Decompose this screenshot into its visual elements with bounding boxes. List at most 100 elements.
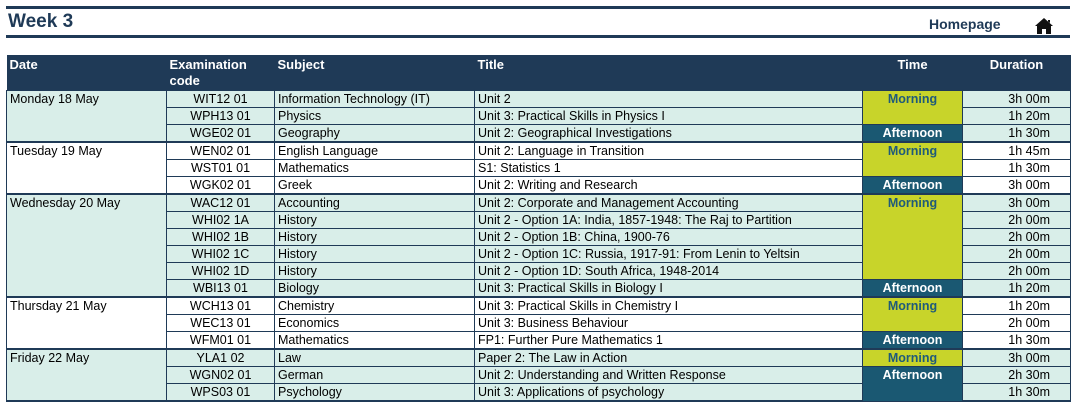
exam-timetable: Date Examination code Subject Title Time …: [6, 55, 1071, 402]
subject: History: [274, 245, 475, 263]
duration: 2h 00m: [962, 228, 1071, 246]
page-title: Week 3: [8, 11, 74, 32]
exam-title: S1: Statistics 1: [474, 159, 863, 177]
duration: 1h 30m: [962, 383, 1071, 402]
exam-code: WHI02 1D: [166, 262, 275, 280]
exam-code: WGE02 01: [166, 124, 275, 143]
exam-code: WCH13 01: [166, 296, 275, 315]
timetable-body: Monday 18 May WIT12 01 Information Techn…: [6, 90, 1071, 402]
subject: Mathematics: [274, 159, 475, 177]
duration: 3h 00m: [962, 176, 1071, 195]
column-header-time: Time: [862, 55, 963, 91]
exam-title: Unit 2: [474, 90, 863, 108]
subject: English Language: [274, 141, 475, 160]
exam-code: WHI02 1C: [166, 245, 275, 263]
duration: 3h 00m: [962, 193, 1071, 212]
exam-code: YLA1 02: [166, 348, 275, 367]
duration: 1h 30m: [962, 124, 1071, 143]
exam-code: WEC13 01: [166, 314, 275, 332]
subject: Psychology: [274, 383, 475, 402]
exam-code: WGN02 01: [166, 366, 275, 384]
duration: 1h 20m: [962, 279, 1071, 298]
column-header-title: Title: [474, 55, 863, 91]
session-afternoon: Afternoon: [862, 331, 963, 350]
duration: 2h 00m: [962, 211, 1071, 229]
duration: 2h 30m: [962, 366, 1071, 384]
column-header-exam-code: Examination code: [166, 55, 275, 91]
subject: History: [274, 262, 475, 280]
exam-title: Unit 3: Applications of psychology: [474, 383, 863, 402]
exam-title: Unit 3: Practical Skills in Biology I: [474, 279, 863, 298]
top-rule: [6, 6, 1070, 9]
duration: 1h 20m: [962, 107, 1071, 125]
duration: 3h 00m: [962, 90, 1071, 108]
header-rule: [6, 35, 1070, 38]
day-date: Wednesday 20 May: [6, 193, 167, 298]
duration: 2h 00m: [962, 262, 1071, 280]
table-header-row: Date Examination code Subject Title Time …: [6, 55, 1071, 91]
exam-code-header-line1: Examination: [169, 57, 247, 72]
exam-title: Unit 2 - Option 1B: China, 1900-76: [474, 228, 863, 246]
subject: History: [274, 211, 475, 229]
exam-title: Unit 2 - Option 1A: India, 1857-1948: Th…: [474, 211, 863, 229]
exam-title: Paper 2: The Law in Action: [474, 348, 863, 367]
duration: 1h 30m: [962, 331, 1071, 350]
subject: Physics: [274, 107, 475, 125]
session-morning: Morning: [862, 296, 963, 332]
exam-title: Unit 2 - Option 1D: South Africa, 1948-2…: [474, 262, 863, 280]
subject: Greek: [274, 176, 475, 195]
day-date: Tuesday 19 May: [6, 141, 167, 195]
session-afternoon: Afternoon: [862, 279, 963, 298]
subject: Mathematics: [274, 331, 475, 350]
exam-code: WGK02 01: [166, 176, 275, 195]
home-icon[interactable]: [1034, 17, 1054, 35]
exam-title: Unit 2 - Option 1C: Russia, 1917-91: Fro…: [474, 245, 863, 263]
subject: Accounting: [274, 193, 475, 212]
day-date: Friday 22 May: [6, 348, 167, 402]
subject: Economics: [274, 314, 475, 332]
subject: Law: [274, 348, 475, 367]
exam-title: Unit 2: Writing and Research: [474, 176, 863, 195]
exam-code: WHI02 1B: [166, 228, 275, 246]
exam-code: WFM01 01: [166, 331, 275, 350]
session-morning: Morning: [862, 348, 963, 367]
duration: 3h 00m: [962, 348, 1071, 367]
duration: 1h 20m: [962, 296, 1071, 315]
exam-code: WPS03 01: [166, 383, 275, 402]
exam-title: Unit 3: Practical Skills in Physics I: [474, 107, 863, 125]
session-afternoon: Afternoon: [862, 366, 963, 402]
subject: Biology: [274, 279, 475, 298]
exam-code: WBI13 01: [166, 279, 275, 298]
duration: 1h 45m: [962, 141, 1071, 160]
exam-title: Unit 2: Understanding and Written Respon…: [474, 366, 863, 384]
exam-code: WEN02 01: [166, 141, 275, 160]
homepage-link[interactable]: Homepage: [929, 16, 1001, 32]
subject: Information Technology (IT): [274, 90, 475, 108]
column-header-duration: Duration: [962, 55, 1071, 91]
duration: 2h 00m: [962, 314, 1071, 332]
session-morning: Morning: [862, 141, 963, 177]
exam-title: Unit 3: Business Behaviour: [474, 314, 863, 332]
exam-code: WHI02 1A: [166, 211, 275, 229]
session-afternoon: Afternoon: [862, 124, 963, 143]
session-morning: Morning: [862, 90, 963, 125]
exam-code: WPH13 01: [166, 107, 275, 125]
subject: Chemistry: [274, 296, 475, 315]
subject: Geography: [274, 124, 475, 143]
column-header-subject: Subject: [274, 55, 475, 91]
duration: 2h 00m: [962, 245, 1071, 263]
exam-title: FP1: Further Pure Mathematics 1: [474, 331, 863, 350]
exam-code: WST01 01: [166, 159, 275, 177]
exam-code: WAC12 01: [166, 193, 275, 212]
day-date: Monday 18 May: [6, 90, 167, 143]
day-date: Thursday 21 May: [6, 296, 167, 350]
exam-title: Unit 3: Practical Skills in Chemistry I: [474, 296, 863, 315]
subject: History: [274, 228, 475, 246]
column-header-date: Date: [6, 55, 167, 91]
exam-code-header-line2: code: [169, 73, 200, 88]
exam-title: Unit 2: Corporate and Management Account…: [474, 193, 863, 212]
exam-code: WIT12 01: [166, 90, 275, 108]
exam-title: Unit 2: Language in Transition: [474, 141, 863, 160]
session-afternoon: Afternoon: [862, 176, 963, 195]
session-morning: Morning: [862, 193, 963, 280]
